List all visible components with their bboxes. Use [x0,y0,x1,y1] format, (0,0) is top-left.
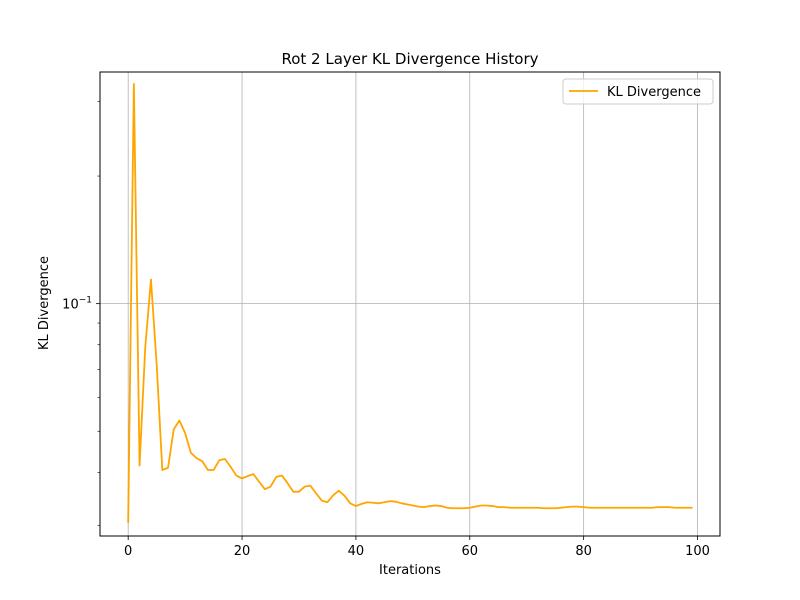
x-tick-label: 20 [234,544,251,559]
x-tick-label: 40 [348,544,365,559]
legend-box [562,78,714,105]
chart-title: Rot 2 Layer KL Divergence History [281,50,538,68]
x-tick-label: 100 [685,544,710,559]
x-axis-label: Iterations [379,563,441,578]
series-layer [127,82,693,524]
grid [100,72,720,536]
x-axis-ticks: 0 20 40 60 80 100 [124,536,710,559]
x-tick-label: 80 [575,544,592,559]
legend: KL Divergence [562,78,714,105]
series-line-0 [127,82,693,524]
x-tick-label: 0 [124,544,132,559]
legend-label: KL Divergence [607,85,701,100]
y-tick-label: 10−1 [62,296,92,313]
y-axis-ticks: 10−1 [62,101,100,526]
y-axis-label: KL Divergence [37,256,52,350]
x-tick-label: 60 [462,544,479,559]
